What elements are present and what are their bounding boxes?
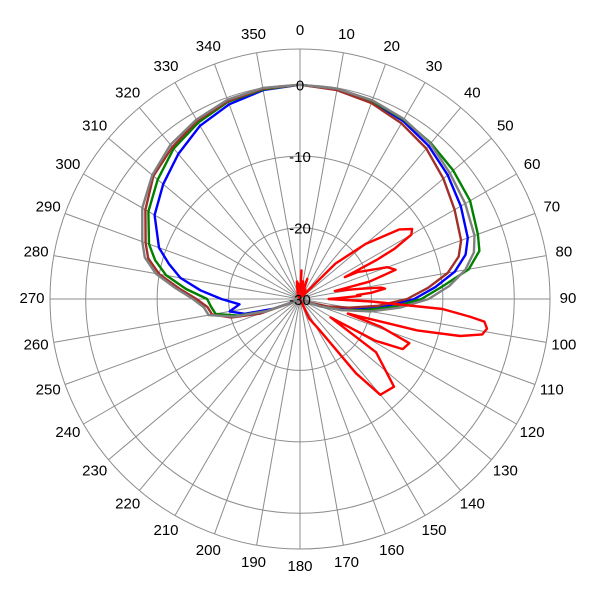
angular-spoke	[108, 137, 301, 300]
series-4-trace	[141, 83, 476, 318]
angle-tick-label: 0	[296, 22, 304, 39]
radial-tick-label: 0	[296, 78, 304, 95]
angle-tick-label: 190	[241, 554, 266, 571]
angle-tick-label: 270	[19, 290, 44, 307]
angular-spoke	[256, 52, 301, 300]
angle-tick-label: 240	[55, 424, 80, 441]
angular-spoke	[299, 298, 386, 535]
angle-tick-label: 330	[153, 58, 178, 75]
radial-tick-label: -10	[289, 149, 311, 166]
angle-tick-label: 130	[493, 462, 518, 479]
angle-tick-label: 60	[524, 156, 541, 173]
angle-tick-label: 340	[196, 38, 221, 55]
angular-spoke	[83, 173, 301, 300]
angle-tick-label: 200	[196, 542, 221, 559]
angle-tick-label: 290	[36, 198, 61, 215]
angle-tick-label: 80	[556, 243, 573, 260]
angle-tick-label: 350	[241, 26, 266, 43]
angle-tick-label: 300	[55, 156, 80, 173]
angular-spoke	[299, 255, 547, 300]
angle-tick-label: 40	[464, 85, 481, 102]
angle-tick-label: 310	[82, 118, 107, 135]
angle-tick-label: 140	[460, 495, 485, 512]
angular-spoke	[299, 298, 344, 546]
angular-spoke	[53, 298, 301, 343]
angle-tick-label: 110	[540, 382, 564, 399]
series-5-trace	[295, 227, 489, 396]
angular-spoke	[138, 298, 301, 491]
angular-spoke	[299, 298, 426, 516]
angular-spoke	[299, 213, 536, 300]
angular-spoke	[299, 298, 492, 461]
series-layer	[141, 83, 489, 396]
angle-tick-label: 170	[334, 554, 359, 571]
angular-spoke	[53, 255, 301, 300]
angle-tick-label: 230	[82, 462, 107, 479]
angle-tick-label: 180	[287, 558, 312, 575]
label-layer: 0 10 20 30 40 50 60 70 80 90 100 110 120 130 140 150 160…	[19, 22, 576, 575]
angle-tick-label: 160	[379, 542, 404, 559]
angle-tick-label: 50	[497, 118, 514, 135]
angle-tick-label: 150	[421, 522, 446, 539]
angle-tick-label: 30	[426, 58, 443, 75]
angular-spoke	[174, 298, 301, 516]
angular-spoke	[138, 107, 301, 300]
angular-spoke	[108, 298, 301, 461]
angle-tick-label: 250	[36, 382, 61, 399]
angle-tick-label: 210	[153, 522, 178, 539]
angle-tick-label: 90	[560, 290, 577, 307]
angular-spoke	[299, 137, 492, 300]
radial-tick-label: -20	[289, 221, 311, 238]
angular-spoke	[299, 107, 462, 300]
angle-tick-label: 100	[551, 336, 576, 353]
angular-spoke	[299, 298, 536, 385]
angle-tick-label: 260	[24, 336, 49, 353]
angular-spoke	[64, 213, 301, 300]
angle-tick-label: 320	[115, 85, 140, 102]
angular-spoke	[256, 298, 301, 546]
angle-tick-label: 120	[520, 424, 545, 441]
radial-tick-label: -30	[289, 292, 311, 309]
angle-tick-label: 20	[383, 38, 400, 55]
angle-tick-label: 10	[338, 26, 355, 43]
angular-spoke	[299, 52, 344, 300]
angular-spoke	[214, 298, 301, 535]
angle-tick-label: 220	[115, 495, 140, 512]
angle-tick-label: 70	[543, 198, 560, 215]
angle-tick-label: 280	[24, 243, 49, 260]
angular-spoke	[83, 298, 301, 425]
